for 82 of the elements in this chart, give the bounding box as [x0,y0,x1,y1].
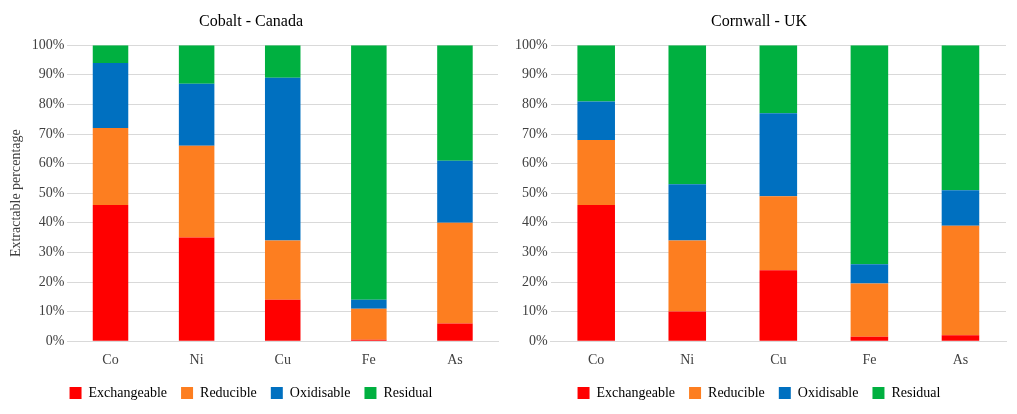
y-tick-label: 10% [38,303,65,319]
bar [850,336,889,341]
y-tick-label: 40% [38,214,65,230]
x-tick-label: Co [588,352,605,368]
x-tick-label: Co [102,352,119,368]
bar [941,225,980,336]
legend-label: Exchangeable [596,384,676,400]
bar [941,190,980,226]
bar [941,45,980,191]
bar [92,45,129,63]
x-tick-label: Fe [361,352,376,368]
bar [668,184,707,241]
y-tick-label: 70% [521,125,548,141]
bar [351,45,387,300]
y-tick-label: 50% [38,184,65,200]
bar [92,62,129,129]
x-tick-label: Fe [862,352,877,368]
y-tick-label: 30% [521,244,548,260]
chart-title: Cobalt - Canada [199,11,303,29]
legend-label: Residual [383,384,433,400]
bar [668,311,707,341]
legend-label: Residual [891,384,941,400]
bar [850,264,889,284]
bar [759,196,798,271]
bar [850,45,889,265]
x-tick-label: Ni [680,352,695,368]
bar [437,222,473,324]
y-tick-label: 0% [528,332,548,348]
legend-label: Oxidisable [797,384,859,400]
legend-label: Oxidisable [289,384,351,400]
legend-label: Reducible [200,384,257,400]
y-tick-label: 0% [45,332,65,348]
bar [351,299,387,309]
y-tick-label: 80% [521,96,548,112]
bar [668,45,707,185]
bar [264,240,301,300]
y-tick-label: 80% [38,96,65,112]
bar [850,283,889,337]
bar [437,160,473,223]
bar [437,45,473,161]
y-tick-label: 20% [38,273,65,289]
x-tick-label: As [952,352,969,368]
y-tick-label: 90% [521,66,548,82]
bar [759,45,798,114]
bar [668,240,707,312]
x-tick-label: Cu [274,352,291,368]
y-tick-label: 30% [38,244,65,260]
y-tick-label: 10% [521,303,548,319]
bar [941,335,980,341]
bar [577,101,615,140]
chart-title: Cornwall - UK [711,11,808,29]
y-tick-label: 40% [521,214,548,230]
y-tick-label: 60% [521,155,548,171]
bar [264,45,301,78]
y-tick-label: 20% [521,273,548,289]
x-tick-label: Cu [770,352,787,368]
legend-label: Reducible [708,384,765,400]
bar [577,45,615,102]
x-tick-label: As [447,352,463,368]
bar [759,113,798,197]
bar [264,77,301,241]
y-tick-label: 100% [31,36,65,52]
bar [577,205,615,341]
bar [92,205,129,341]
bar [351,308,387,340]
y-tick-label: 60% [38,155,65,171]
y-tick-label: 90% [38,66,65,82]
legend-label: Exchangeable [88,384,168,400]
y-axis-title: Extractable percentage [8,129,24,258]
y-tick-label: 50% [521,184,548,200]
bar [178,145,215,238]
bar [178,45,215,84]
bar [759,270,798,341]
bar [92,128,129,206]
x-tick-label: Ni [189,352,204,368]
bar [577,139,615,206]
bar [178,237,215,341]
bar [178,83,215,146]
y-tick-label: 100% [514,36,548,52]
y-tick-label: 70% [38,125,65,141]
bar [264,299,301,341]
bar [437,323,473,341]
